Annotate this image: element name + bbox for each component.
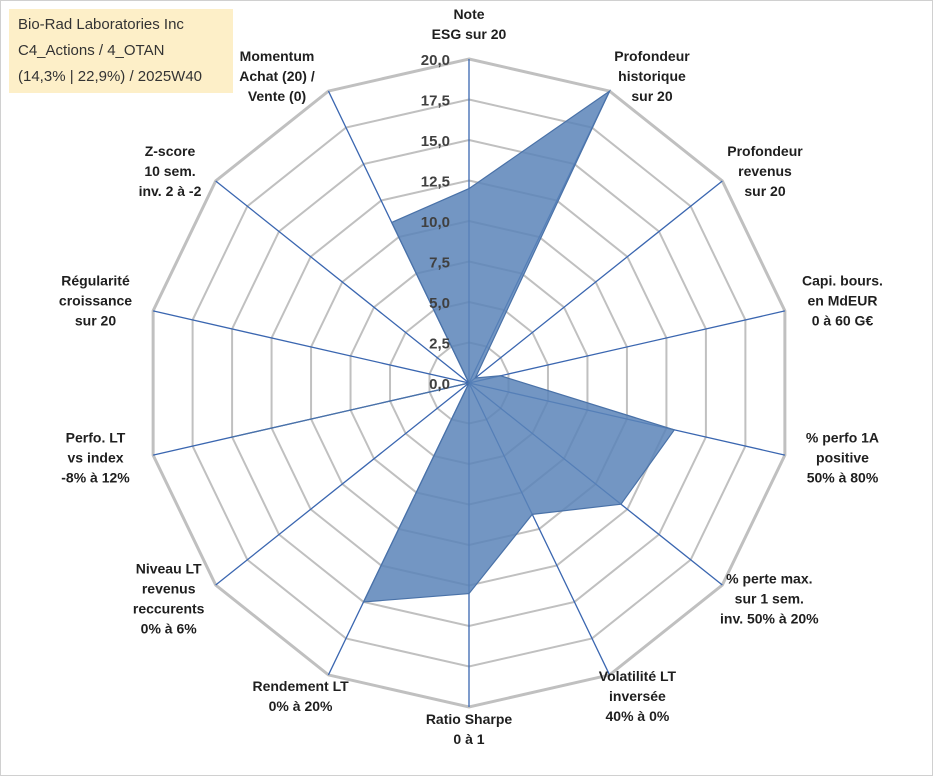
axis-label: Volatilité LT inversée 40% à 0% xyxy=(599,668,677,724)
axis-spoke xyxy=(468,180,723,384)
radar-series xyxy=(231,89,676,603)
tick-label: 2,5 xyxy=(429,336,450,353)
tick-label: 17,5 xyxy=(421,93,450,110)
axis-label: Capi. bours. en MdEUR 0 à 60 G€ xyxy=(802,273,883,329)
tick-label: 15,0 xyxy=(421,133,450,150)
axis-label: Profondeur historique sur 20 xyxy=(614,48,690,104)
axis-label: Profondeur revenus sur 20 xyxy=(727,143,803,199)
axis-label: Ratio Sharpe 0 à 1 xyxy=(426,711,513,747)
axis-label: Niveau LT revenus reccurents 0% à 6% xyxy=(133,560,205,636)
axis-label: Perfo. LT vs index -8% à 12% xyxy=(61,429,130,485)
radar-axis-labels: Note ESG sur 20 Profondeur historique sur 20… xyxy=(59,6,883,747)
category-line: C4_Actions / 4_OTAN xyxy=(18,42,165,59)
axis-label: Régularité croissance sur 20 xyxy=(59,273,132,329)
axis-label: % perfo 1A positive 50% à 80% xyxy=(806,429,879,485)
axis-spoke xyxy=(152,310,470,384)
axis-label: % perte max. sur 1 sem. inv. 50% à 20% xyxy=(720,570,819,626)
axis-spoke xyxy=(215,382,470,586)
series-area xyxy=(231,89,676,603)
axis-label: Note ESG sur 20 xyxy=(432,6,507,42)
tick-label: 20,0 xyxy=(421,52,450,69)
axis-label: Rendement LT 0% à 20% xyxy=(252,678,349,714)
tick-label: 10,0 xyxy=(421,214,450,231)
tick-label: 12,5 xyxy=(421,174,450,191)
axis-spoke xyxy=(468,310,786,384)
tick-label: 5,0 xyxy=(429,295,450,312)
axis-label: Z-score 10 sem. inv. 2 à -2 xyxy=(139,143,202,199)
tick-label: 0,0 xyxy=(429,376,450,393)
stats-line: (14,3% | 22,9%) / 2025W40 xyxy=(18,68,202,85)
company-name: Bio-Rad Laboratories Inc xyxy=(18,16,184,33)
radar-tick-labels: 0,0 2,5 5,0 7,5 10,0 12,5 15,0 17,5 20,0 xyxy=(421,52,450,393)
tick-label: 7,5 xyxy=(429,255,450,272)
stock-info-box: Bio-Rad Laboratories Inc C4_Actions / 4_… xyxy=(9,9,233,93)
axis-label: Momentum Achat (20) / Vente (0) xyxy=(239,48,315,104)
axis-spoke xyxy=(215,180,470,384)
